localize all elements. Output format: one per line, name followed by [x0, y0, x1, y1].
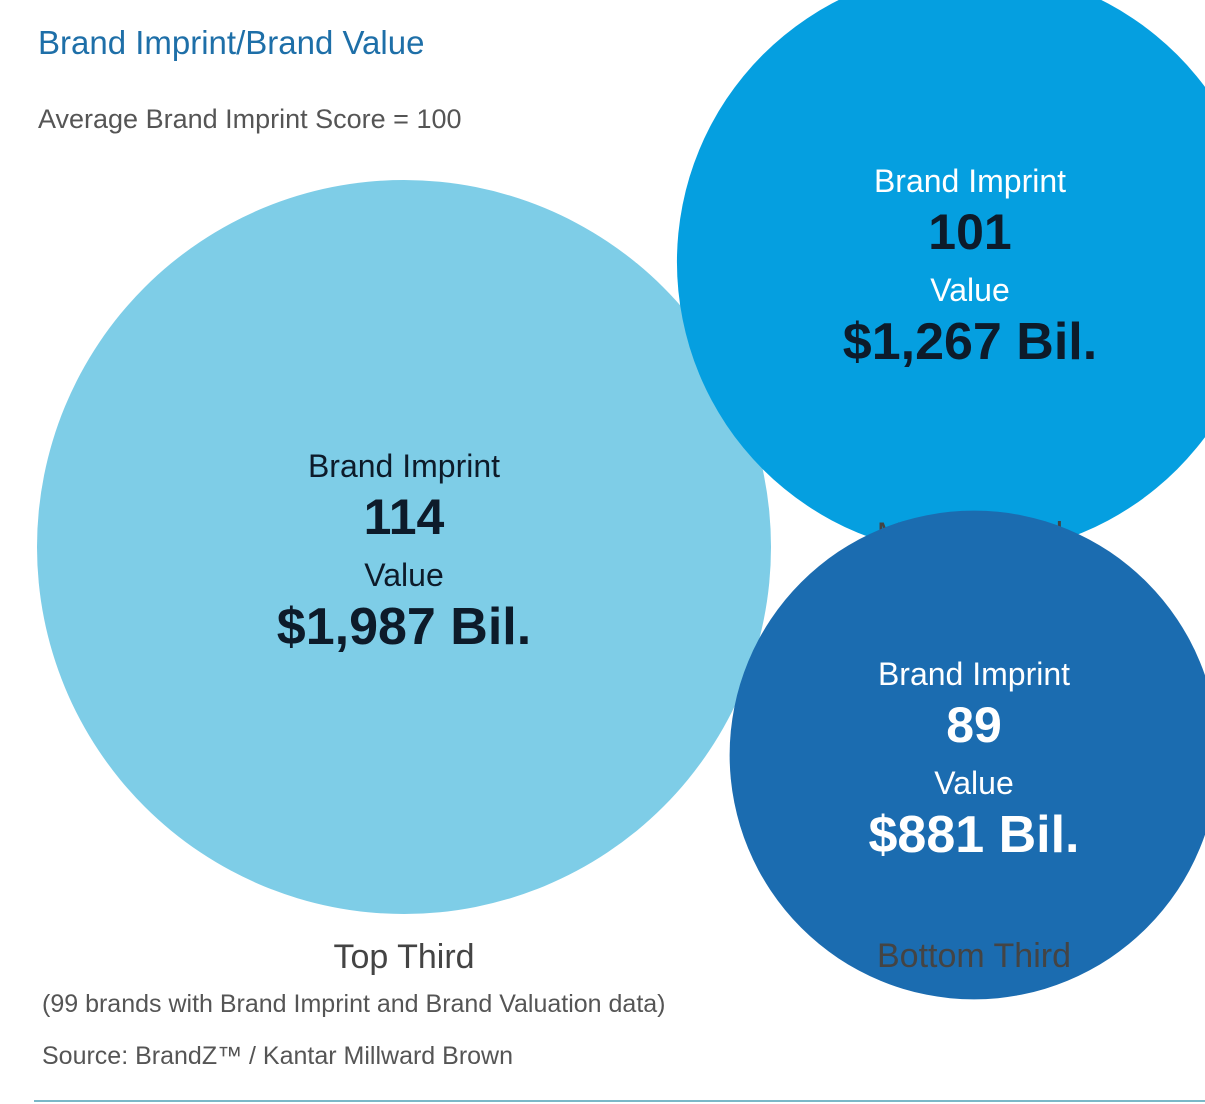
chart-subtitle: Average Brand Imprint Score = 100 — [38, 104, 462, 134]
bottom-third-value-label: Value — [934, 765, 1013, 801]
middle-third-bubble — [677, 0, 1205, 555]
bottom-third-bubble — [729, 510, 1205, 1000]
top-third-value-label: Value — [364, 557, 443, 593]
top-third-imprint-label: Brand Imprint — [308, 448, 500, 484]
top-third-value-text: $1,987 Bil. — [277, 598, 531, 656]
bottom-third-imprint-label: Brand Imprint — [878, 656, 1070, 692]
source-line: Source: BrandZ™ / Kantar Millward Brown — [42, 1042, 514, 1070]
chart-title: Brand Imprint/Brand Value — [38, 24, 425, 61]
middle-third-value-text: $1,267 Bil. — [843, 313, 1097, 371]
top-third-bubble — [37, 180, 771, 914]
top-third-category-label: Top Third — [333, 938, 474, 976]
bottom-third-category-label: Bottom Third — [877, 937, 1071, 975]
bottom-third-value-text: $881 Bil. — [868, 806, 1079, 864]
bottom-third-imprint-value: 89 — [946, 697, 1002, 753]
middle-third-imprint-value: 101 — [928, 204, 1011, 260]
top-third-imprint-value: 114 — [364, 489, 445, 545]
middle-third-imprint-label: Brand Imprint — [874, 163, 1066, 199]
bottom-rule — [34, 1100, 1205, 1102]
middle-third-value-label: Value — [930, 272, 1009, 308]
data-note: (99 brands with Brand Imprint and Brand … — [42, 990, 666, 1018]
